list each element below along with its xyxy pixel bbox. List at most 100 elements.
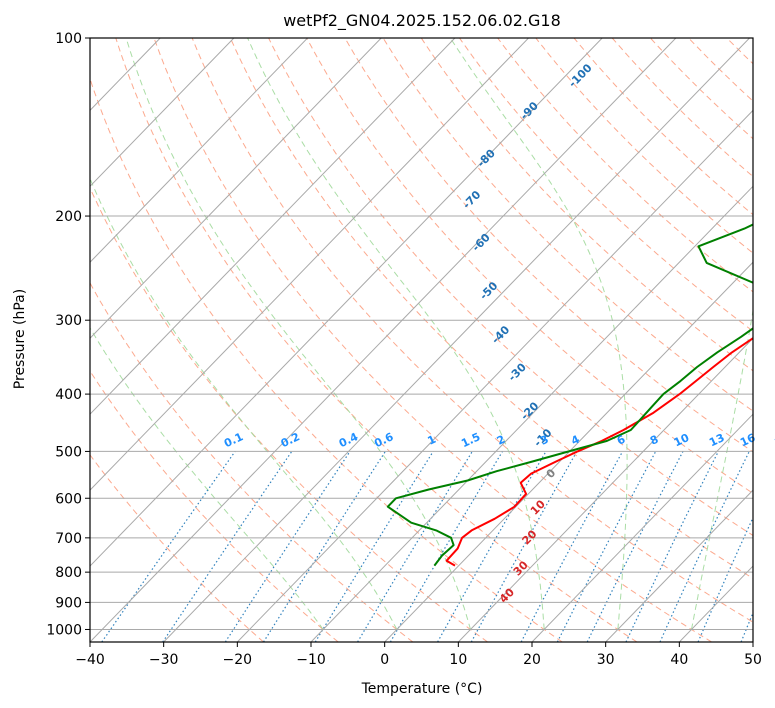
mixing-ratio-line [586, 451, 684, 642]
dry-adiabat [90, 77, 563, 642]
dry-adiabat [90, 370, 339, 642]
isotherm-line [90, 38, 308, 263]
isotherm-line [90, 38, 382, 339]
mixing-ratio-line [437, 451, 547, 642]
moist-adiabat [691, 307, 753, 630]
mixing-ratio-label: 0.1 [222, 430, 245, 450]
mixing-ratio-label: 6 [615, 433, 628, 448]
dry-adiabat [765, 38, 775, 642]
isotherm-line [90, 38, 529, 491]
x-tick-label: 0 [380, 652, 389, 668]
x-tick-label: 30 [597, 652, 615, 668]
x-tick-label: −40 [75, 652, 105, 668]
y-tick-label: 300 [55, 313, 82, 329]
x-tick-label: 40 [670, 652, 688, 668]
dewpoint-profile-line [386, 223, 753, 567]
mixing-ratio-label: 0.6 [372, 430, 395, 450]
dry-adiabat-label: -70 [460, 188, 483, 211]
y-tick-label: 100 [55, 31, 82, 47]
y-tick-label: 500 [55, 444, 82, 460]
dry-adiabat-label: -40 [489, 323, 512, 346]
moist-adiabat [247, 38, 545, 630]
mixing-ratio-label: 1.5 [459, 430, 482, 450]
moist-adiabat [90, 177, 398, 630]
isotherm-line [752, 641, 753, 642]
x-tick-label: 10 [449, 652, 467, 668]
moist-adiabat-label: 30 [511, 558, 531, 578]
y-tick-label: 400 [55, 387, 82, 403]
dry-adiabat [90, 454, 264, 642]
y-tick-label: 800 [55, 565, 82, 581]
mixing-ratio-line [740, 611, 753, 642]
dry-adiabat-label: -50 [477, 279, 500, 302]
dry-adiabat [420, 38, 753, 372]
dry-adiabat [90, 186, 488, 642]
x-tick-label: −30 [149, 652, 179, 668]
y-tick-label: 900 [55, 595, 82, 611]
mixing-ratio-line [357, 451, 473, 642]
y-axis-ticks: 100 200 300 400 500 600 700 800 900 1000 [46, 31, 90, 638]
mixing-ratio-line [556, 451, 657, 642]
dry-adiabat-label: -20 [518, 399, 541, 422]
isotherm-line [90, 38, 603, 567]
moist-adiabat [125, 38, 471, 630]
x-tick-label: −10 [296, 652, 326, 668]
mixing-ratio-line [659, 451, 750, 642]
mixing-ratio-label: 2 [495, 433, 507, 448]
dry-adiabat [306, 38, 753, 494]
moist-adiabat-label: 10 [528, 497, 548, 517]
chart-title: wetPf2_GN04.2025.152.06.02.G18 [283, 11, 561, 31]
x-axis-ticks: −40 −30 −20 −10 0 10 20 30 40 50 [75, 642, 762, 668]
y-tick-label: 200 [55, 209, 82, 225]
isotherm-line [531, 413, 753, 642]
dry-adiabat-label: -60 [470, 231, 493, 254]
isotherm-line [310, 185, 753, 642]
y-tick-label: 1000 [46, 622, 82, 638]
dry-adiabat [459, 38, 753, 332]
plot-area: -100-90-80-70-60-50-40-30-20-100.1 0.2 0.4… [0, 37, 775, 643]
mixing-ratio-line [101, 451, 236, 642]
mixing-ratio-line [625, 451, 719, 642]
plot-frame [89, 37, 754, 643]
isotherm-line [90, 38, 677, 642]
mixing-ratio-label: 16 [738, 431, 758, 449]
isotherm-line [90, 38, 456, 415]
dry-adiabat-label: -30 [506, 360, 529, 383]
moist-adiabat [90, 326, 324, 630]
isotherm-line [384, 261, 753, 642]
dry-adiabat [535, 38, 753, 254]
plot-clipped-layer [0, 38, 775, 642]
dry-adiabat-label: -100 [566, 61, 595, 90]
x-tick-label: 20 [523, 652, 541, 668]
dry-adiabat [497, 38, 753, 293]
dry-adiabat [115, 38, 638, 642]
x-axis-label: Temperature (°C) [361, 681, 483, 697]
mixing-ratio-line [162, 451, 293, 642]
dry-adiabat [153, 38, 712, 642]
isotherm-line [605, 489, 753, 642]
mixing-ratio-line [470, 451, 578, 642]
y-tick-label: 600 [55, 491, 82, 507]
dry-adiabat [191, 38, 753, 623]
mixing-ratio-label: 10 [672, 431, 692, 449]
isotherm-line [0, 38, 13, 642]
mixing-ratio-line [224, 451, 351, 642]
y-tick-label: 700 [55, 531, 82, 547]
mixing-ratio-label: 0.4 [337, 430, 360, 450]
isotherm-line [90, 38, 235, 188]
mixing-ratio-label: 20 [773, 431, 775, 449]
mixing-ratio-label: 0.2 [279, 430, 302, 450]
dry-adiabat [268, 38, 753, 537]
y-axis-label: Pressure (hPa) [12, 289, 28, 389]
moist-adiabat-label: 0 [544, 466, 559, 481]
dry-adiabat [611, 38, 753, 178]
dry-adiabat [382, 38, 753, 412]
dry-adiabat-label: -90 [518, 99, 541, 122]
dry-adiabat [90, 281, 414, 642]
mixing-ratio-line [697, 516, 753, 642]
mixing-ratio-label: 13 [707, 431, 726, 449]
x-tick-label: −20 [223, 652, 253, 668]
dry-adiabat [688, 38, 753, 102]
isotherm-line [236, 109, 753, 642]
